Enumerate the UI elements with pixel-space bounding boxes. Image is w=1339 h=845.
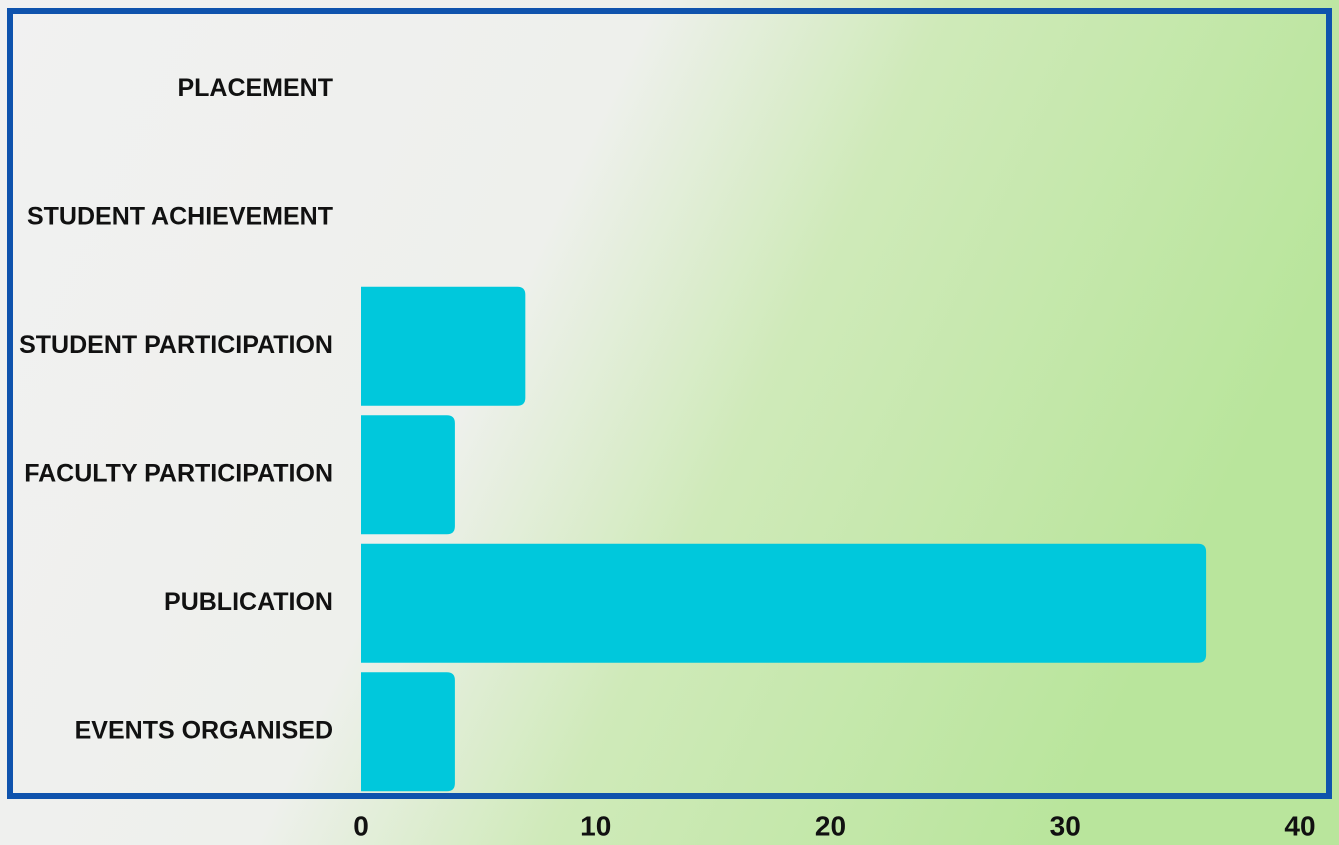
bar (361, 286, 526, 406)
bar (361, 415, 455, 535)
x-tick-label: 10 (580, 810, 611, 841)
bar (361, 672, 455, 792)
x-tick-label: 0 (353, 810, 369, 841)
y-tick-label: PLACEMENT (177, 74, 333, 102)
y-tick-label: STUDENT ACHIEVEMENT (27, 202, 333, 230)
y-tick-label: FACULTY PARTICIPATION (24, 459, 333, 487)
y-tick-label: EVENTS ORGANISED (75, 716, 333, 744)
y-tick-label: STUDENT PARTICIPATION (19, 331, 333, 359)
x-tick-label: 30 (1050, 810, 1081, 841)
bar (361, 543, 1207, 663)
frame (7, 8, 1332, 799)
y-tick-label: PUBLICATION (164, 588, 333, 616)
x-tick-label: 40 (1284, 810, 1315, 841)
x-tick-label: 20 (815, 810, 846, 841)
